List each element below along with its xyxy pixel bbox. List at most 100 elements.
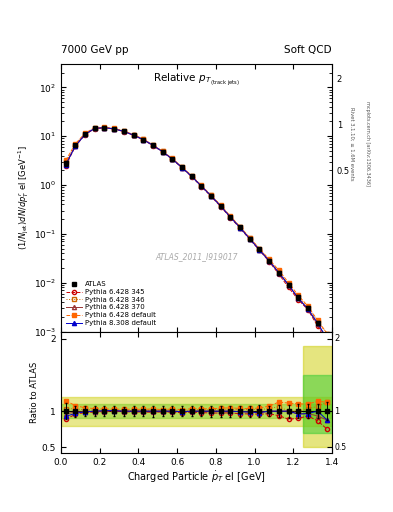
Pythia 6.428 345 <box>151 142 155 148</box>
Pythia 6.428 346 <box>112 125 117 132</box>
Pythia 8.308 default <box>296 295 301 302</box>
Pythia 8.308 default <box>267 258 272 264</box>
Pythia 8.308 default <box>121 129 126 135</box>
Pythia 6.428 default <box>219 202 223 208</box>
Pythia 6.428 346 <box>315 318 320 325</box>
Pythia 6.428 346 <box>286 282 291 288</box>
Pythia 6.428 346 <box>238 224 242 230</box>
Pythia 6.428 345 <box>238 225 242 231</box>
Pythia 6.428 370 <box>248 236 252 242</box>
Y-axis label: $(1/N_{\rm jet})dN/dp^r_T$ el [GeV$^{-1}$]: $(1/N_{\rm jet})dN/dp^r_T$ el [GeV$^{-1}… <box>17 145 31 250</box>
Pythia 6.428 346 <box>228 214 233 220</box>
Pythia 6.428 370 <box>228 214 233 220</box>
Text: ATLAS_2011_I919017: ATLAS_2011_I919017 <box>155 252 238 261</box>
Pythia 6.428 345 <box>189 174 194 180</box>
Pythia 8.308 default <box>276 270 281 276</box>
Pythia 6.428 345 <box>315 323 320 329</box>
Pythia 6.428 345 <box>92 125 97 132</box>
Pythia 6.428 default <box>267 257 272 263</box>
Pythia 6.428 default <box>315 317 320 324</box>
Pythia 6.428 370 <box>209 193 213 199</box>
Bar <box>303 346 332 447</box>
Pythia 6.428 346 <box>248 235 252 241</box>
Pythia 6.428 346 <box>209 193 213 199</box>
Line: Pythia 6.428 346: Pythia 6.428 346 <box>64 125 329 336</box>
Pythia 6.428 346 <box>199 183 204 189</box>
Pythia 6.428 346 <box>160 148 165 155</box>
Line: Pythia 6.428 345: Pythia 6.428 345 <box>64 126 329 345</box>
Pythia 6.428 345 <box>228 215 233 221</box>
Pythia 6.428 346 <box>325 331 330 337</box>
Pythia 8.308 default <box>189 174 194 180</box>
Pythia 6.428 370 <box>180 164 184 170</box>
Pythia 6.428 default <box>199 182 204 188</box>
Pythia 6.428 346 <box>189 173 194 179</box>
Pythia 6.428 370 <box>151 142 155 148</box>
Pythia 6.428 346 <box>92 125 97 131</box>
Pythia 6.428 default <box>228 213 233 219</box>
Pythia 8.308 default <box>199 183 204 189</box>
Pythia 6.428 default <box>160 148 165 154</box>
Pythia 8.308 default <box>238 225 242 231</box>
Pythia 6.428 345 <box>296 296 301 303</box>
Pythia 6.428 default <box>325 331 330 337</box>
Pythia 6.428 370 <box>305 306 310 312</box>
Pythia 6.428 default <box>180 164 184 170</box>
Pythia 6.428 default <box>151 142 155 148</box>
Pythia 8.308 default <box>131 132 136 138</box>
Pythia 6.428 345 <box>63 162 68 168</box>
Pythia 6.428 default <box>209 192 213 198</box>
Pythia 6.428 default <box>131 132 136 138</box>
Pythia 6.428 346 <box>83 131 88 137</box>
Pythia 8.308 default <box>315 320 320 326</box>
Pythia 6.428 default <box>257 245 262 251</box>
Pythia 8.308 default <box>102 124 107 131</box>
Pythia 6.428 370 <box>267 258 272 264</box>
Pythia 6.428 370 <box>63 161 68 167</box>
Pythia 6.428 345 <box>267 259 272 265</box>
Pythia 6.428 345 <box>248 237 252 243</box>
Pythia 6.428 345 <box>112 126 117 132</box>
Pythia 6.428 370 <box>276 270 281 276</box>
Pythia 6.428 346 <box>170 156 174 162</box>
Pythia 6.428 370 <box>257 247 262 253</box>
Text: mcplots.cern.ch [arXiv:1306.3436]: mcplots.cern.ch [arXiv:1306.3436] <box>365 101 370 186</box>
Pythia 6.428 346 <box>121 128 126 134</box>
Bar <box>303 375 332 433</box>
Pythia 6.428 default <box>296 292 301 298</box>
Text: 0.5: 0.5 <box>334 443 347 452</box>
Pythia 6.428 default <box>276 267 281 273</box>
Pythia 8.308 default <box>325 336 330 342</box>
Pythia 6.428 370 <box>141 137 145 143</box>
Pythia 6.428 370 <box>238 225 242 231</box>
Pythia 8.308 default <box>209 193 213 199</box>
Pythia 6.428 default <box>286 280 291 286</box>
Pythia 6.428 370 <box>219 203 223 209</box>
Line: Pythia 8.308 default: Pythia 8.308 default <box>64 125 329 341</box>
Pythia 6.428 default <box>112 125 117 132</box>
Text: 7000 GeV pp: 7000 GeV pp <box>61 45 129 55</box>
Pythia 6.428 370 <box>160 148 165 155</box>
Pythia 6.428 default <box>248 234 252 241</box>
Pythia 6.428 370 <box>170 156 174 162</box>
Pythia 8.308 default <box>151 142 155 148</box>
Text: Rivet 3.1.10; ≥ 1.6M events: Rivet 3.1.10; ≥ 1.6M events <box>349 106 354 180</box>
Pythia 6.428 346 <box>102 124 107 131</box>
Pythia 6.428 default <box>189 173 194 179</box>
Pythia 6.428 346 <box>73 142 78 148</box>
Pythia 6.428 346 <box>305 305 310 311</box>
Pythia 6.428 346 <box>180 164 184 170</box>
Pythia 6.428 345 <box>219 204 223 210</box>
Pythia 6.428 345 <box>305 307 310 313</box>
Pythia 6.428 345 <box>121 129 126 135</box>
Pythia 6.428 default <box>170 155 174 161</box>
Pythia 6.428 370 <box>131 132 136 138</box>
Text: 1: 1 <box>334 407 340 416</box>
Text: 1: 1 <box>337 121 342 130</box>
Pythia 6.428 345 <box>170 156 174 162</box>
Text: Relative $p_{T_{\,({\rm track\ jets})}}$: Relative $p_{T_{\,({\rm track\ jets})}}$ <box>153 72 240 88</box>
Pythia 6.428 370 <box>83 131 88 137</box>
Pythia 6.428 345 <box>286 284 291 290</box>
Pythia 8.308 default <box>63 162 68 168</box>
Pythia 6.428 345 <box>83 132 88 138</box>
